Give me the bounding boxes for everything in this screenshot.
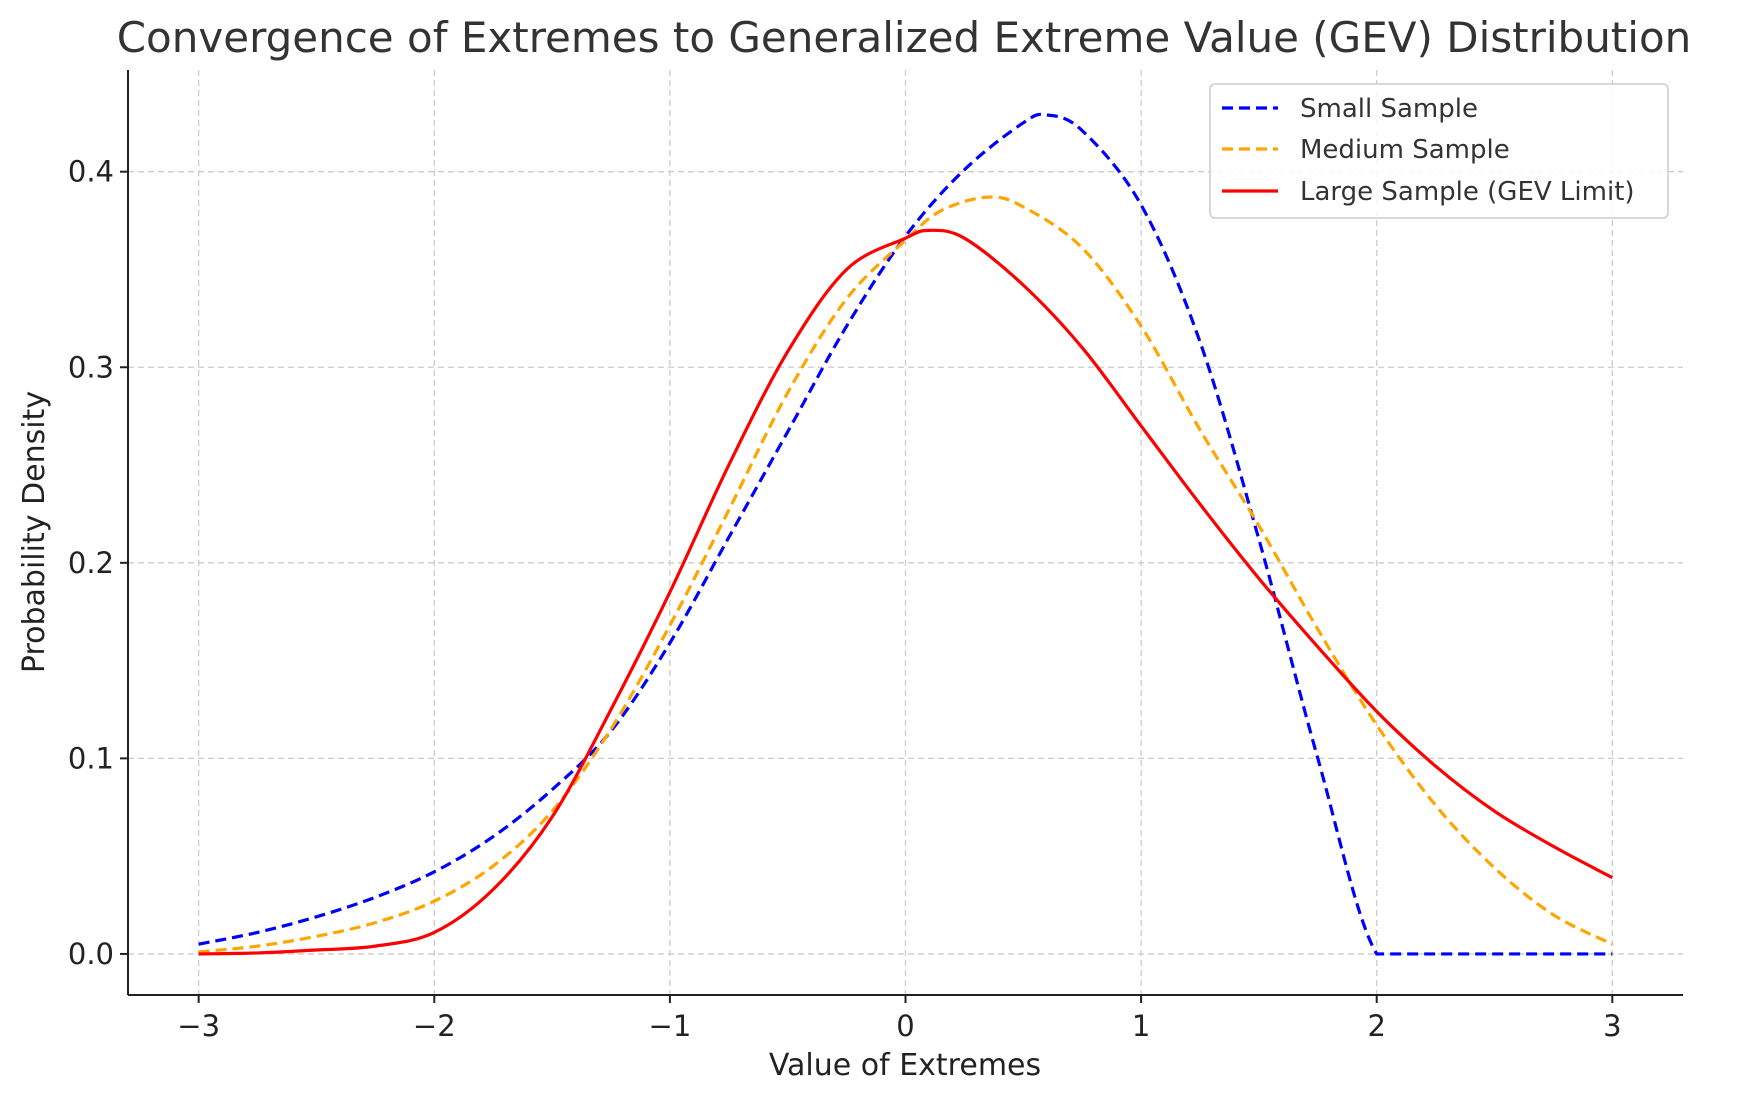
legend-label-large-sample: Large Sample (GEV Limit): [1300, 177, 1635, 207]
legend-box: [1209, 83, 1669, 219]
y-tick-label: 0.3: [68, 350, 114, 384]
series: [198, 112, 1614, 956]
y-axis-label: Probability Density: [17, 391, 52, 673]
x-tick-label: 3: [1603, 1009, 1621, 1043]
x-tick-label: 1: [1132, 1009, 1150, 1043]
y-tick-label: 0.4: [68, 155, 114, 189]
series-line-medium-sample: [198, 195, 1614, 954]
x-tick-label: 0: [896, 1009, 914, 1043]
y-tick-label: 0.1: [68, 741, 114, 775]
x-tick-label: −3: [177, 1009, 220, 1043]
x-axis-label: Value of Extremes: [769, 1048, 1041, 1083]
legend: Small Sample Medium Sample Large Sample …: [1209, 83, 1669, 219]
x-tick-label: 2: [1367, 1009, 1385, 1043]
ticks: −3 −2 −1 0 1 2 3 0.0 0.1 0.2 0.3 0.4: [68, 155, 1622, 1043]
x-tick-label: −1: [649, 1009, 692, 1043]
series-line-small-sample: [198, 112, 1613, 956]
chart-title: Convergence of Extremes to Generalized E…: [117, 13, 1692, 62]
y-tick-label: 0.2: [68, 546, 114, 580]
legend-label-small-sample: Small Sample: [1300, 94, 1478, 124]
y-tick-label: 0.0: [68, 937, 114, 971]
legend-label-medium-sample: Medium Sample: [1300, 135, 1510, 165]
x-tick-label: −2: [413, 1009, 456, 1043]
series-line-large-sample: [198, 228, 1614, 956]
